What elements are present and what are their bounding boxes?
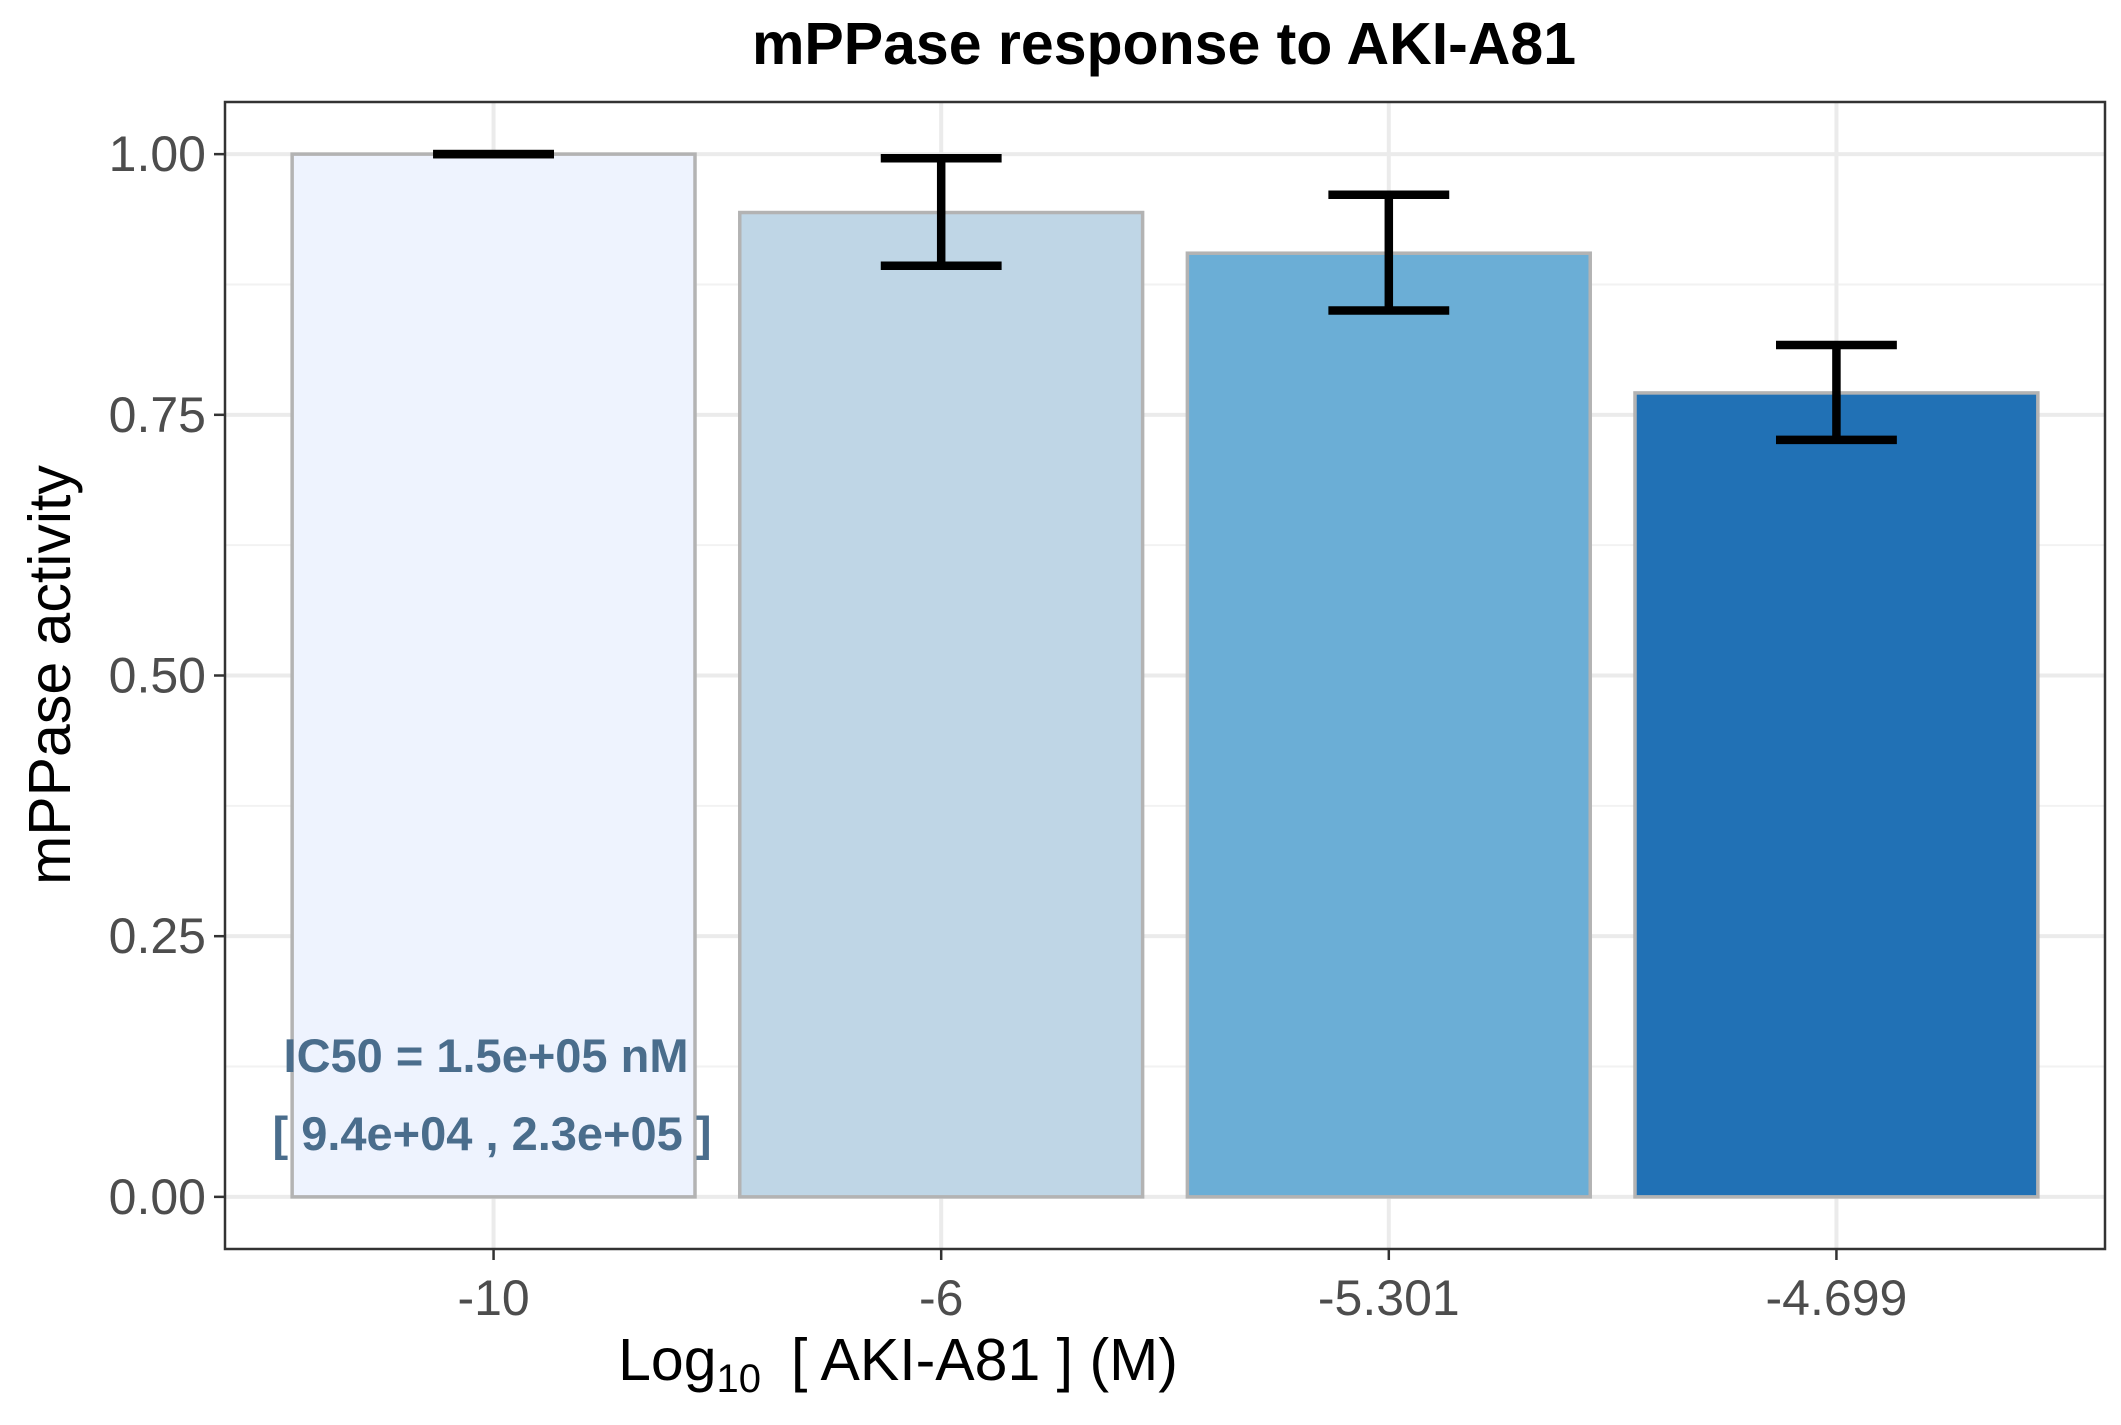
bars — [290, 152, 2040, 1199]
error-bar — [1776, 340, 1897, 445]
chart-title: mPPase response to AKI-A81 — [752, 11, 1576, 77]
y-tick-label: 0.25 — [109, 908, 206, 964]
x-axis-title: Log10 [ AKI-A81 ] (M) — [618, 1327, 1178, 1401]
x-tick-label: -10 — [457, 1270, 529, 1326]
error-bar — [880, 154, 1002, 270]
bar — [738, 210, 1145, 1199]
bar — [1633, 391, 2040, 1199]
bar — [1185, 251, 1592, 1199]
y-tick-label: 1.00 — [109, 126, 206, 182]
x-axis-title-suffix: [ AKI-A81 ] (M) — [791, 1327, 1178, 1393]
x-tick-label: -4.699 — [1766, 1270, 1908, 1326]
ic50-annotation: IC50 = 1.5e+05 nM — [284, 1029, 689, 1082]
error-bar — [1328, 190, 1450, 315]
x-axis-title-prefix: Log — [618, 1327, 716, 1393]
x-tick-label: -6 — [919, 1270, 963, 1326]
y-axis-title: mPPase activity — [17, 465, 83, 885]
x-axis-title-subscript: 10 — [717, 1357, 762, 1401]
x-axis-ticks: -10 -6 -5.301 -4.699 — [457, 1249, 1907, 1326]
y-tick-label: 0.75 — [109, 387, 206, 443]
y-tick-label: 0.00 — [109, 1169, 206, 1225]
bar — [290, 152, 697, 1199]
y-tick-label: 0.50 — [109, 648, 206, 704]
ci-annotation: [ 9.4e+04 , 2.3e+05 ] — [273, 1107, 712, 1160]
y-axis-ticks: 0.00 0.25 0.50 0.75 1.00 — [109, 126, 225, 1225]
error-bars — [433, 149, 1897, 445]
x-tick-label: -5.301 — [1318, 1270, 1460, 1326]
